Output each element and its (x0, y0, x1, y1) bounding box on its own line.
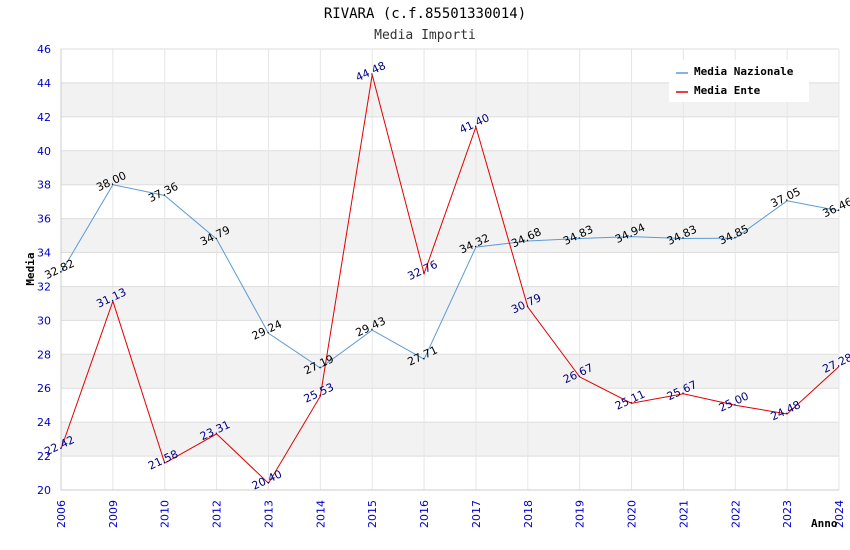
data-label-nazionale: 29.24 (250, 318, 284, 343)
y-tick-label: 30 (37, 314, 51, 327)
legend: Media Nazionale Media Ente (669, 60, 809, 102)
y-tick-label: 40 (37, 145, 51, 158)
legend-label-ente: Media Ente (694, 84, 761, 97)
x-tick-label: 2009 (107, 500, 120, 528)
data-label-nazionale: 37.05 (769, 185, 803, 210)
data-label-ente: 24.48 (769, 398, 803, 423)
series-lines (60, 74, 840, 484)
chart-subtitle: Media Importi (374, 28, 476, 43)
series-line-ente (60, 74, 840, 484)
grid-lines (60, 48, 840, 491)
y-tick-label: 38 (37, 179, 51, 192)
x-axis-ticks: 2006 2009 2010 2012 2013 2014 2015 2016 2017 2018… (55, 500, 846, 528)
y-tick-label: 32 (37, 280, 51, 293)
y-axis-ticks: 20 22 24 26 28 30 32 34 36 38 40 42 44 46 (37, 43, 51, 497)
x-tick-label: 2014 (314, 500, 327, 528)
data-label-ente: 32.76 (406, 258, 440, 283)
data-label-ente: 20.40 (250, 468, 284, 493)
data-label-ente: 25.00 (717, 389, 751, 414)
grid-band (61, 150, 839, 185)
data-label-nazionale: 32.82 (42, 257, 76, 282)
chart-title: RIVARA (c.f.85501330014) (324, 6, 526, 22)
x-tick-label: 2016 (418, 500, 431, 528)
y-tick-label: 44 (37, 77, 51, 90)
x-tick-label: 2020 (626, 500, 639, 528)
grid-band (61, 422, 839, 457)
x-tick-label: 2021 (677, 500, 690, 528)
x-axis-label: Anno (811, 517, 838, 530)
y-tick-label: 28 (37, 348, 51, 361)
grid-band (61, 218, 839, 253)
x-tick-label: 2015 (366, 500, 379, 528)
data-label-nazionale: 36.46 (821, 195, 850, 220)
y-tick-label: 20 (37, 484, 51, 497)
y-tick-label: 34 (37, 247, 51, 260)
legend-label-nazionale: Media Nazionale (694, 65, 794, 78)
x-tick-label: 2013 (262, 500, 275, 528)
x-tick-label: 2023 (781, 500, 794, 528)
legend-box (669, 60, 809, 102)
x-tick-label: 2024 (833, 500, 846, 528)
grid-band (61, 354, 839, 389)
data-label-ente: 25.11 (613, 388, 647, 413)
y-axis-label: Media (24, 252, 37, 285)
y-tick-label: 24 (37, 416, 51, 429)
data-label-ente: 44.48 (354, 59, 388, 84)
y-tick-label: 26 (37, 382, 51, 395)
x-tick-label: 2022 (729, 500, 742, 528)
x-tick-label: 2012 (211, 500, 224, 528)
series-line-nazionale (60, 184, 840, 369)
x-tick-label: 2017 (470, 500, 483, 528)
y-tick-label: 42 (37, 111, 51, 124)
x-tick-label: 2010 (159, 500, 172, 528)
x-tick-label: 2006 (55, 500, 68, 528)
y-tick-label: 46 (37, 43, 51, 56)
x-tick-label: 2019 (574, 500, 587, 528)
y-tick-label: 22 (37, 450, 51, 463)
y-tick-label: 36 (37, 213, 51, 226)
x-tick-label: 2018 (522, 500, 535, 528)
